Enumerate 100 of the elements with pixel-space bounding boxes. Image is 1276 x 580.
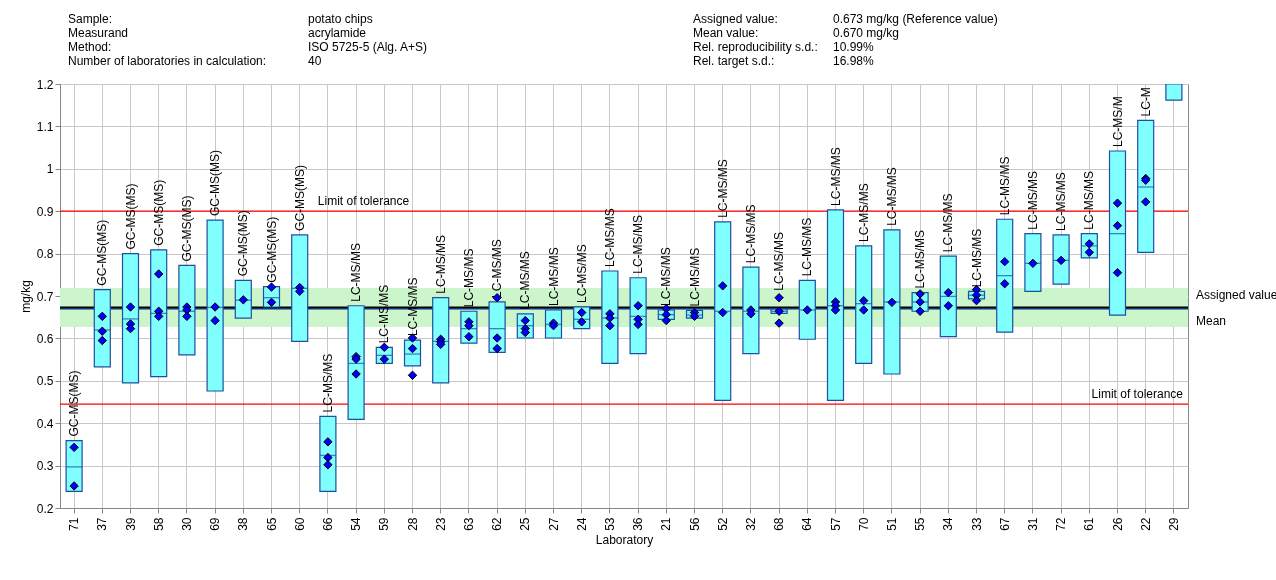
text: Rel. reproducibility s.d.:: [693, 40, 818, 54]
x-tick-label: 53: [602, 517, 617, 531]
x-tick-label: 67: [997, 517, 1012, 531]
x-tick-label: 39: [123, 517, 138, 531]
x-tick-label: 69: [208, 517, 223, 531]
x-tick-label: 54: [349, 517, 364, 531]
annotation: LC-MS/MS: [1025, 171, 1040, 230]
x-tick-label: 38: [236, 517, 251, 531]
x-tick-label: 30: [179, 517, 194, 531]
y-axis-title: mg/kg: [18, 280, 33, 313]
y-tick-label: 0.4: [36, 416, 54, 431]
annotation: LC-MS/MS: [913, 229, 928, 289]
annotation: LC-MS/MS: [715, 159, 730, 218]
annotation: LC-MS/MS: [518, 251, 533, 310]
text: 0.670 mg/kg: [833, 26, 900, 40]
annotation: GC-MS(MS): [236, 210, 251, 277]
annotation: LC-MS/MS: [941, 193, 956, 253]
x-tick-label: 59: [377, 517, 392, 531]
x-tick-label: 64: [800, 517, 815, 531]
x-tick-label: 34: [941, 517, 956, 531]
x-tick-label: 61: [1082, 517, 1097, 531]
annotation: LC-M: [1138, 87, 1153, 117]
x-tick-label: 57: [828, 517, 843, 531]
annotation: GC-MS(MS): [208, 150, 223, 217]
annotation: LC-MS/MS: [461, 248, 476, 308]
x-tick-label: 23: [433, 517, 448, 531]
annotation: LC-MS/MS: [997, 156, 1012, 216]
x-tick-label: 55: [913, 517, 928, 531]
x-tick-label: 68: [772, 517, 787, 531]
x-tick-label: 22: [1138, 517, 1153, 531]
annotation: LC-MS/MS: [320, 353, 335, 413]
text: Rel. target s.d.:: [693, 54, 775, 68]
annotation: LC-MS/MS: [828, 147, 843, 206]
y-tick-label: 1.2: [36, 77, 54, 92]
annotation: LC-MS/MS: [687, 247, 702, 307]
annotation: GC-MS(MS): [264, 216, 279, 283]
text: Method:: [68, 40, 112, 54]
annotation: LC-MS/MS: [574, 244, 589, 304]
annotation: LC-MS/MS: [546, 247, 561, 306]
annotation: LC-MS/MS: [377, 284, 392, 344]
text: Mean value:: [693, 26, 759, 40]
ref-line-label: Limit of tolerance: [317, 194, 410, 209]
annotation: LC-MS/MS: [490, 239, 505, 298]
annotation: LC-MS/MS: [1082, 171, 1097, 230]
x-tick-label: 27: [546, 517, 561, 531]
x-tick-label: 28: [405, 517, 420, 531]
annotation: LC-MS/MS: [743, 204, 758, 264]
y-tick-label: 0.5: [36, 374, 54, 389]
text: 10.99%: [833, 40, 875, 54]
x-axis-title: Laboratory: [595, 532, 654, 547]
text: acrylamide: [308, 26, 367, 40]
x-tick-label: 70: [856, 517, 871, 531]
x-tick-label: 72: [1054, 517, 1069, 531]
y-tick-label: 1: [46, 162, 54, 177]
x-tick-label: 37: [95, 517, 110, 531]
annotation: LC-MS/MS: [631, 215, 646, 274]
text: 40: [308, 54, 322, 68]
x-tick-label: 24: [574, 517, 589, 531]
text: 0.673 mg/kg (Reference value): [833, 12, 998, 26]
annotation: LC-MS/MS: [800, 217, 815, 277]
text: potato chips: [308, 12, 373, 26]
annotation: LC-MS/MS: [433, 235, 448, 294]
annotation: LC-MS/MS: [349, 243, 364, 302]
x-tick-label: 52: [715, 517, 730, 531]
x-tick-label: 71: [67, 517, 82, 531]
annotation: LC-MS/M: [1110, 96, 1125, 147]
y-tick-label: 0.6: [36, 331, 54, 346]
annotation: LC-MS/MS: [659, 247, 674, 306]
y-tick-label: 0.8: [36, 247, 54, 262]
text: Assigned value:: [693, 12, 778, 26]
x-tick-label: 29: [1166, 517, 1181, 531]
x-tick-label: 26: [1110, 517, 1125, 531]
annotation: GC-MS(MS): [123, 183, 138, 250]
ref-line-label: Assigned value: [1196, 288, 1276, 303]
x-tick-label: 60: [292, 517, 307, 531]
text: 16.98%: [833, 54, 875, 68]
x-tick-label: 33: [969, 517, 984, 531]
annotation: LC-MS/MS: [602, 208, 617, 267]
x-tick-label: 62: [490, 517, 505, 531]
annotation: LC-MS/MS: [772, 232, 787, 291]
annotation: LC-MS/MS: [405, 277, 420, 337]
x-tick-label: 66: [320, 517, 335, 531]
x-tick-label: 21: [659, 517, 674, 531]
annotation: GC-MS(MS): [292, 164, 307, 231]
annotation: GC-MS(MS): [95, 219, 110, 286]
text: Number of laboratories in calculation:: [68, 54, 267, 68]
x-tick-label: 51: [884, 517, 899, 531]
text: Sample:: [68, 12, 113, 26]
y-tick-label: 1.1: [36, 119, 54, 134]
text: Measurand: [68, 26, 129, 40]
annotation: LC-MS/MS: [1054, 172, 1069, 231]
y-tick-label: 0.9: [36, 204, 54, 219]
x-tick-label: 56: [687, 517, 702, 531]
annotation: LC-MS/MS: [856, 183, 871, 242]
x-tick-label: 36: [631, 517, 646, 531]
x-tick-label: 65: [264, 517, 279, 531]
x-tick-label: 32: [743, 517, 758, 531]
annotation: GC-MS(MS): [179, 195, 194, 262]
x-tick-label: 31: [1025, 517, 1040, 531]
x-tick-label: 58: [151, 517, 166, 531]
